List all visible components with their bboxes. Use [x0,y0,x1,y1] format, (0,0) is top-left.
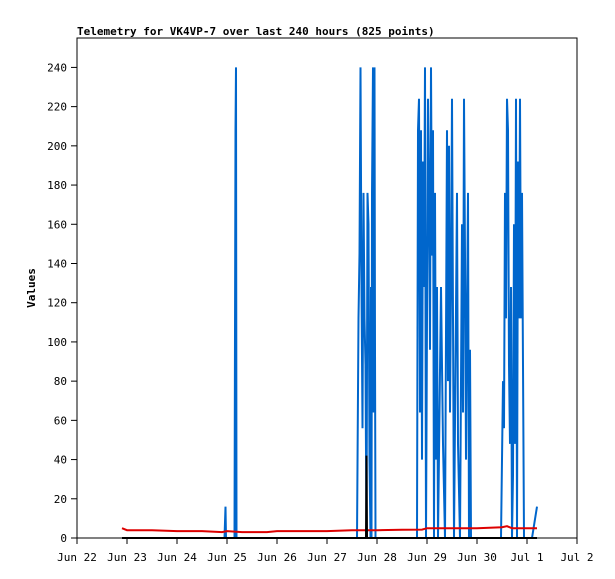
y-axis-label: Values [25,268,38,308]
y-tick-label: 60 [54,414,67,427]
y-tick-label: 0 [60,532,67,545]
y-tick-label: 100 [47,336,67,349]
chart-title: Telemetry for VK4VP-7 over last 240 hour… [77,25,435,38]
x-tick-label: Jun 24 [157,551,197,564]
x-tick-label: Jun 30 [457,551,497,564]
y-axis-ticks: 0 20 40 60 80 100 120 140 160 180 200 220 240 [47,61,77,545]
series-line-1 [122,67,538,539]
y-tick-label: 20 [54,493,67,506]
y-tick-label: 40 [54,454,67,467]
y-tick-label: 180 [47,179,67,192]
series-line-3 [122,455,537,539]
x-tick-label: Jul 2 [560,551,593,564]
x-tick-label: Jun 26 [257,551,297,564]
x-tick-label: Jun 22 [57,551,97,564]
y-tick-label: 240 [47,61,67,74]
x-tick-label: Jun 25 [207,551,247,564]
series-layer [121,67,538,539]
x-tick-label: Jul 1 [510,551,543,564]
y-tick-label: 120 [47,297,67,310]
y-tick-label: 200 [47,140,67,153]
x-tick-label: Jun 27 [307,551,347,564]
y-tick-label: 160 [47,218,67,231]
x-tick-label: Jun 28 [357,551,397,564]
series-line-2 [121,525,537,534]
x-tick-label: Jun 29 [407,551,447,564]
y-tick-label: 80 [54,375,67,388]
x-axis-ticks: Jun 22 Jun 23 Jun 24 Jun 25 Jun 26 Jun 27 Jun … [57,538,594,564]
y-tick-label: 140 [47,257,67,270]
x-tick-label: Jun 23 [107,551,147,564]
y-tick-label: 220 [47,101,67,114]
